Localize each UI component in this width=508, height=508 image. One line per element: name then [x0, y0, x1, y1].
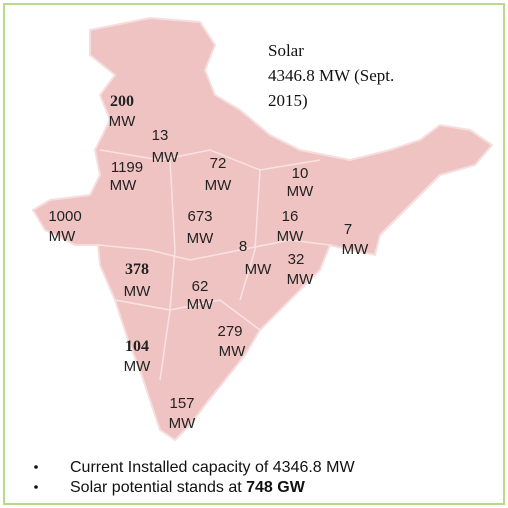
bullet-text-part: Current Installed capacity of 4346.8 MW — [70, 459, 355, 476]
title-line: 4346.8 MW (Sept. — [268, 66, 394, 85]
capacity-unit: MW — [287, 271, 314, 288]
title-line: 2015) — [268, 91, 308, 110]
capacity-unit: MW — [187, 230, 214, 247]
bullet-dot — [34, 465, 38, 469]
capacity-value: 72 — [210, 155, 227, 172]
title: Solar 4346.8 MW (Sept. 2015) — [268, 41, 394, 110]
capacity-value: 200 — [110, 93, 134, 110]
capacity-unit: MW — [277, 228, 304, 245]
india-map — [31, 16, 494, 442]
capacity-value: 16 — [282, 208, 299, 225]
capacity-unit: MW — [124, 358, 151, 375]
capacity-unit: MW — [110, 177, 137, 194]
capacity-unit: MW — [245, 261, 272, 278]
bullet-text: Solar potential stands at 748 GW — [70, 479, 306, 496]
capacity-value: 1000 — [48, 208, 81, 225]
capacity-value: 378 — [125, 261, 149, 278]
capacity-value: 673 — [187, 208, 212, 225]
capacity-unit: MW — [287, 183, 314, 200]
capacity-value: 1199 — [111, 159, 143, 176]
capacity-value: 13 — [152, 127, 169, 144]
bullet-bold: 748 GW — [246, 479, 306, 496]
capacity-value: 8 — [239, 238, 247, 255]
capacity-value: 157 — [169, 395, 194, 412]
capacity-unit: MW — [49, 228, 76, 245]
capacity-unit: MW — [109, 113, 136, 130]
capacity-value: 10 — [292, 165, 309, 182]
title-line: Solar — [268, 41, 304, 60]
state-borders — [97, 149, 331, 381]
capacity-unit: MW — [187, 296, 214, 313]
capacity-unit: MW — [205, 177, 232, 194]
capacity-unit: MW — [124, 283, 151, 300]
capacity-unit: MW — [152, 149, 179, 166]
capacity-value: 104 — [125, 338, 149, 355]
capacity-value: 32 — [288, 251, 305, 268]
capacity-unit: MW — [219, 343, 246, 360]
capacity-unit: MW — [342, 241, 369, 258]
capacity-value: 7 — [344, 221, 352, 238]
capacity-unit: MW — [169, 415, 196, 432]
bullet-text-part: Solar potential stands at — [70, 479, 246, 496]
bullet-dot — [34, 485, 38, 489]
capacity-value: 62 — [192, 278, 209, 295]
bullets: Current Installed capacity of 4346.8 MW S… — [34, 459, 355, 496]
capacity-value: 279 — [217, 323, 242, 340]
bullet-text: Current Installed capacity of 4346.8 MW — [70, 459, 355, 476]
